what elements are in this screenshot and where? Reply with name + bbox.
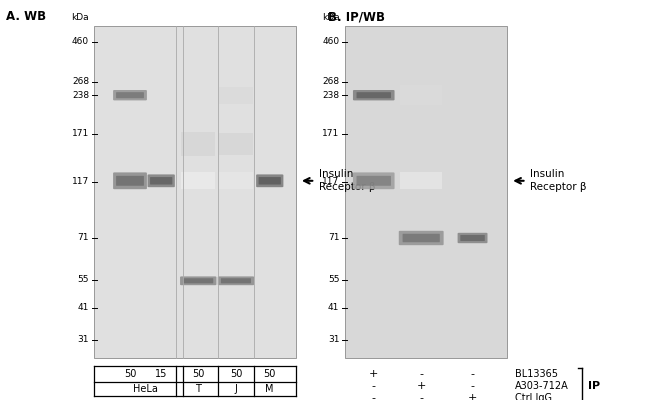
Text: +: + [468, 393, 477, 400]
FancyBboxPatch shape [221, 278, 251, 283]
FancyBboxPatch shape [113, 90, 147, 100]
Text: -: - [419, 369, 423, 379]
Text: 460: 460 [72, 38, 89, 46]
Text: kDa: kDa [322, 14, 339, 22]
Text: 50: 50 [229, 369, 242, 379]
Text: 117: 117 [322, 178, 339, 186]
Text: M: M [265, 384, 274, 394]
Text: 50: 50 [124, 369, 136, 379]
Bar [94, 26, 296, 358]
FancyBboxPatch shape [356, 92, 391, 98]
FancyBboxPatch shape [218, 276, 254, 285]
FancyBboxPatch shape [148, 174, 175, 187]
Text: J: J [235, 384, 237, 394]
FancyBboxPatch shape [402, 234, 440, 242]
Text: 238: 238 [322, 91, 339, 100]
Text: 55: 55 [77, 276, 89, 284]
Text: HeLa: HeLa [133, 384, 158, 394]
FancyBboxPatch shape [460, 235, 485, 241]
Text: -: - [372, 381, 376, 391]
Text: 15: 15 [155, 369, 168, 379]
Text: T: T [195, 384, 202, 394]
Text: Insulin
Receptor β: Insulin Receptor β [530, 169, 586, 192]
Text: 71: 71 [77, 234, 89, 242]
FancyBboxPatch shape [116, 176, 144, 186]
FancyBboxPatch shape [113, 172, 147, 189]
Bar [181, 85, 215, 105]
Text: BL13365: BL13365 [515, 369, 558, 379]
Text: A. WB: A. WB [6, 10, 47, 23]
Bar [400, 172, 443, 189]
Text: A303-712A: A303-712A [515, 381, 569, 391]
FancyBboxPatch shape [256, 174, 283, 187]
Text: 31: 31 [328, 336, 339, 344]
Text: 117: 117 [72, 178, 89, 186]
FancyBboxPatch shape [180, 276, 216, 285]
FancyBboxPatch shape [116, 92, 144, 98]
Bar [344, 26, 507, 358]
Bar [400, 85, 443, 105]
Text: -: - [372, 393, 376, 400]
Text: 50: 50 [192, 369, 205, 379]
Text: 171: 171 [72, 130, 89, 138]
Text: -: - [471, 369, 474, 379]
FancyBboxPatch shape [150, 177, 172, 184]
Text: +: + [369, 369, 378, 379]
Bar [219, 133, 253, 155]
Text: +: + [417, 381, 426, 391]
Bar [219, 172, 253, 189]
Bar [400, 335, 443, 346]
Text: 41: 41 [77, 304, 89, 312]
Text: Insulin
Receptor β: Insulin Receptor β [318, 169, 375, 192]
Text: Ctrl IgG: Ctrl IgG [515, 393, 552, 400]
Bar [181, 172, 215, 189]
Text: -: - [419, 393, 423, 400]
Text: 50: 50 [263, 369, 276, 379]
Text: 171: 171 [322, 130, 339, 138]
Text: 460: 460 [322, 38, 339, 46]
FancyBboxPatch shape [399, 231, 444, 245]
Bar [181, 132, 215, 156]
FancyBboxPatch shape [353, 90, 395, 100]
FancyBboxPatch shape [259, 177, 281, 184]
Bar [219, 87, 253, 104]
Text: IP: IP [588, 381, 601, 391]
Text: kDa: kDa [72, 14, 89, 22]
Text: 41: 41 [328, 304, 339, 312]
Text: 71: 71 [328, 234, 339, 242]
Text: 268: 268 [72, 78, 89, 86]
Text: -: - [471, 381, 474, 391]
FancyBboxPatch shape [183, 278, 213, 283]
Text: 31: 31 [77, 336, 89, 344]
Text: B. IP/WB: B. IP/WB [328, 10, 385, 23]
FancyBboxPatch shape [353, 172, 395, 189]
Text: 268: 268 [322, 78, 339, 86]
FancyBboxPatch shape [458, 233, 488, 243]
Text: 238: 238 [72, 91, 89, 100]
Text: 55: 55 [328, 276, 339, 284]
FancyBboxPatch shape [356, 176, 391, 186]
